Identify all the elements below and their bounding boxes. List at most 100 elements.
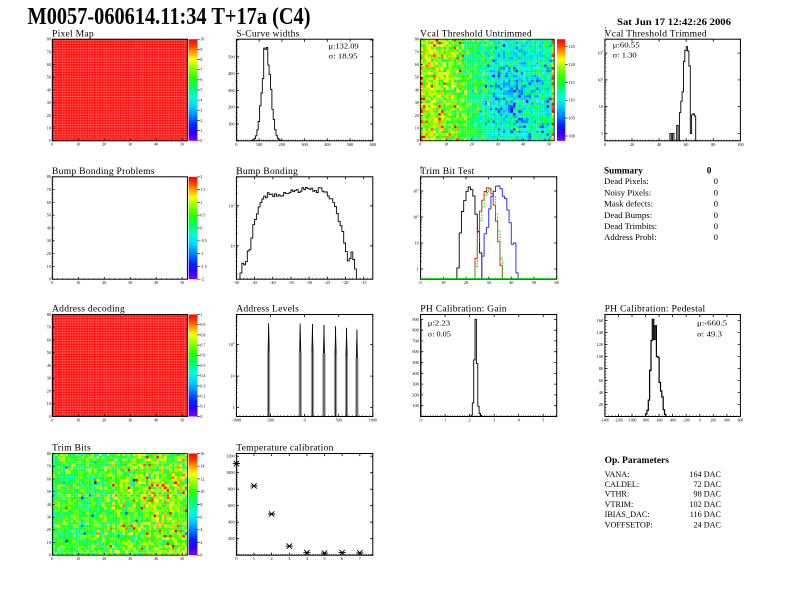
svg-text:Bump Bonding Problems: Bump Bonding Problems bbox=[52, 166, 155, 177]
svg-text:10: 10 bbox=[47, 126, 51, 131]
svg-text:105: 105 bbox=[568, 116, 575, 121]
svg-text:50: 50 bbox=[47, 75, 51, 80]
svg-text:20: 20 bbox=[47, 251, 51, 256]
svg-text:70: 70 bbox=[47, 49, 51, 54]
svg-text:0.6: 0.6 bbox=[200, 353, 205, 358]
svg-text:-1000: -1000 bbox=[628, 419, 637, 423]
svg-text:300: 300 bbox=[301, 142, 307, 147]
svg-text:10: 10 bbox=[76, 417, 80, 422]
svg-text:60: 60 bbox=[684, 142, 688, 147]
svg-text:1: 1 bbox=[200, 312, 202, 317]
svg-text:50: 50 bbox=[47, 489, 51, 494]
svg-text:0: 0 bbox=[714, 199, 719, 209]
svg-text:400: 400 bbox=[412, 371, 418, 376]
svg-text:4: 4 bbox=[518, 418, 521, 423]
svg-text:10: 10 bbox=[230, 243, 234, 248]
svg-text:0: 0 bbox=[200, 225, 202, 230]
svg-text:0.8: 0.8 bbox=[200, 332, 205, 337]
svg-text:1: 1 bbox=[444, 418, 446, 423]
svg-text:-45: -45 bbox=[252, 280, 258, 285]
svg-text:-0.5: -0.5 bbox=[200, 238, 206, 243]
svg-text:μ:2.23: μ:2.23 bbox=[428, 318, 451, 327]
svg-text:4: 4 bbox=[200, 98, 202, 103]
svg-text:80: 80 bbox=[47, 451, 51, 456]
svg-text:μ:-660.5: μ:-660.5 bbox=[697, 319, 727, 328]
svg-text:S-Curve widths: S-Curve widths bbox=[236, 28, 299, 39]
svg-text:0.2: 0.2 bbox=[200, 394, 205, 399]
svg-text:80: 80 bbox=[47, 174, 51, 179]
svg-text:Address Levels: Address Levels bbox=[236, 304, 299, 315]
svg-text:30: 30 bbox=[47, 376, 51, 381]
svg-text:10: 10 bbox=[441, 280, 445, 285]
svg-text:0: 0 bbox=[699, 419, 701, 423]
svg-text:5: 5 bbox=[323, 556, 325, 561]
svg-text:0: 0 bbox=[49, 138, 51, 143]
svg-text:400: 400 bbox=[724, 419, 730, 423]
svg-text:100: 100 bbox=[412, 403, 418, 408]
svg-text:60: 60 bbox=[47, 200, 51, 205]
svg-text:10: 10 bbox=[76, 142, 80, 147]
svg-text:-20: -20 bbox=[343, 280, 349, 285]
svg-text:10: 10 bbox=[76, 280, 80, 285]
svg-text:300: 300 bbox=[228, 88, 234, 93]
svg-text:300: 300 bbox=[412, 382, 418, 387]
svg-text:1: 1 bbox=[601, 131, 603, 136]
svg-text:800: 800 bbox=[228, 487, 234, 492]
svg-text:3: 3 bbox=[288, 556, 290, 561]
svg-text:-15: -15 bbox=[361, 280, 367, 285]
svg-text:0: 0 bbox=[51, 280, 53, 285]
svg-text:Pixel Map: Pixel Map bbox=[52, 28, 94, 39]
svg-text:100: 100 bbox=[737, 142, 743, 147]
svg-text:σ: 18.95: σ: 18.95 bbox=[329, 52, 358, 61]
svg-text:40: 40 bbox=[521, 142, 525, 147]
svg-text:-800: -800 bbox=[642, 419, 649, 423]
svg-text:40: 40 bbox=[47, 363, 51, 368]
svg-text:0: 0 bbox=[714, 210, 719, 220]
svg-text:400: 400 bbox=[228, 520, 234, 525]
svg-text:20: 20 bbox=[464, 280, 468, 285]
svg-text:20: 20 bbox=[102, 280, 106, 285]
svg-text:10: 10 bbox=[47, 540, 51, 545]
svg-text:0: 0 bbox=[51, 556, 53, 561]
svg-text:σ: 1.30: σ: 1.30 bbox=[613, 51, 637, 60]
svg-text:20: 20 bbox=[47, 527, 51, 532]
svg-text:60: 60 bbox=[47, 62, 51, 67]
svg-text:98 DAC: 98 DAC bbox=[693, 490, 721, 499]
svg-text:μ:132.09: μ:132.09 bbox=[329, 42, 360, 51]
svg-text:1: 1 bbox=[253, 556, 255, 561]
svg-text:20: 20 bbox=[102, 142, 106, 147]
svg-text:0.3: 0.3 bbox=[200, 383, 205, 388]
svg-text:1: 1 bbox=[232, 405, 234, 410]
svg-text:10: 10 bbox=[47, 401, 51, 406]
svg-text:0: 0 bbox=[200, 414, 202, 419]
svg-text:2: 2 bbox=[469, 418, 471, 423]
svg-text:60: 60 bbox=[47, 337, 51, 342]
svg-text:40: 40 bbox=[154, 417, 158, 422]
svg-text:9: 9 bbox=[200, 47, 202, 52]
svg-text:50: 50 bbox=[532, 280, 536, 285]
svg-text:Summary: Summary bbox=[604, 165, 643, 175]
svg-text:0.5: 0.5 bbox=[200, 213, 205, 218]
svg-text:600: 600 bbox=[738, 419, 744, 423]
svg-text:6: 6 bbox=[341, 556, 344, 561]
svg-text:0: 0 bbox=[235, 556, 237, 561]
svg-text:4: 4 bbox=[200, 527, 202, 532]
svg-text:40: 40 bbox=[47, 225, 51, 230]
svg-text:72 DAC: 72 DAC bbox=[693, 480, 721, 489]
svg-text:40: 40 bbox=[154, 280, 158, 285]
svg-text:80: 80 bbox=[599, 366, 603, 371]
svg-text:0: 0 bbox=[49, 277, 51, 282]
svg-text:40: 40 bbox=[657, 142, 661, 147]
svg-text:6: 6 bbox=[200, 77, 202, 82]
svg-text:400: 400 bbox=[228, 71, 234, 76]
svg-text:70: 70 bbox=[47, 187, 51, 192]
svg-text:600: 600 bbox=[370, 142, 376, 147]
svg-text:60: 60 bbox=[415, 62, 419, 67]
svg-text:900: 900 bbox=[412, 317, 418, 322]
svg-text:10: 10 bbox=[47, 264, 51, 269]
svg-text:0.7: 0.7 bbox=[200, 343, 205, 348]
svg-text:-1400: -1400 bbox=[601, 419, 610, 423]
svg-text:0: 0 bbox=[200, 138, 202, 143]
svg-text:20: 20 bbox=[415, 113, 419, 118]
svg-text:Noisy Pixels:: Noisy Pixels: bbox=[604, 188, 651, 198]
